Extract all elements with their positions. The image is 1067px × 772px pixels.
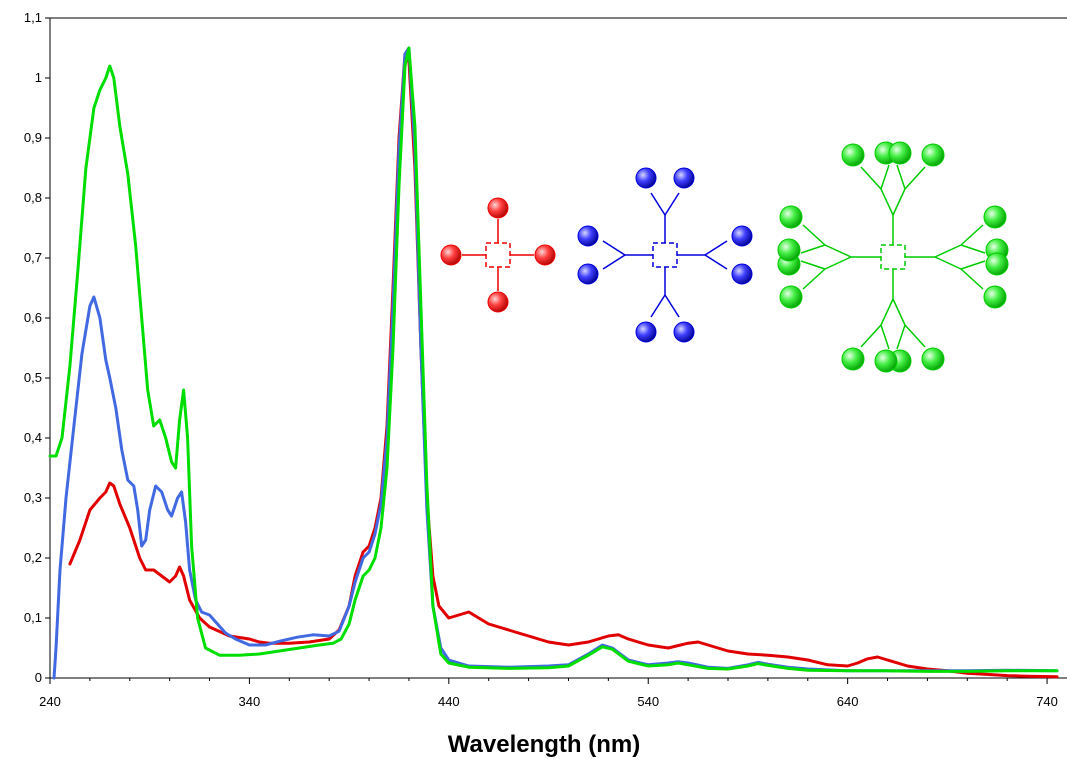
x-tick-label: 540 [637, 694, 659, 709]
axes: 0 0,1 0,2 0,3 0,4 0,5 0,6 0,7 0,8 0,9 1 1,1 240 340 44… [24, 10, 1067, 709]
bond-line [704, 240, 728, 256]
bond-line [880, 164, 890, 190]
bond-line [960, 244, 986, 254]
terminal-sphere [487, 291, 509, 313]
dendrimer-gen-0 [440, 197, 556, 313]
bond-line [824, 256, 852, 270]
bond-line [802, 268, 826, 290]
bond-line [896, 324, 906, 350]
core-square [880, 244, 906, 270]
bond-line [664, 294, 680, 318]
bond-line [892, 298, 906, 326]
core-square [652, 242, 678, 268]
terminal-sphere [731, 263, 753, 285]
bond-line [824, 244, 852, 258]
dendrimer-gen-2 [777, 141, 1009, 373]
y-tick-label: 0,9 [24, 130, 42, 145]
bond-line [664, 192, 680, 216]
bond-line [904, 166, 926, 190]
y-tick-label: 0,6 [24, 310, 42, 325]
y-tick-label: 1 [35, 70, 42, 85]
y-tick-label: 0,3 [24, 490, 42, 505]
bond-line [880, 324, 890, 350]
bond-line [704, 254, 728, 270]
y-tick-label: 0 [35, 670, 42, 685]
terminal-sphere [921, 143, 945, 167]
terminal-sphere [731, 225, 753, 247]
series-line-3 [48, 46, 1059, 673]
bond-line [880, 188, 894, 216]
y-tick-label: 0,1 [24, 610, 42, 625]
bond-line [934, 244, 962, 258]
bond-line [896, 164, 906, 190]
terminal-sphere [985, 252, 1009, 276]
bond-line [650, 294, 666, 318]
terminal-sphere [534, 244, 556, 266]
y-tick-label: 0,8 [24, 190, 42, 205]
x-tick-label: 340 [239, 694, 261, 709]
terminal-sphere [577, 225, 599, 247]
x-axis-title: Wavelength (nm) [448, 731, 640, 758]
bond-line [860, 166, 882, 190]
molecule-illustrations [440, 141, 1009, 373]
bond-line [800, 244, 826, 254]
terminal-sphere [779, 285, 803, 309]
bond-line [602, 254, 626, 270]
x-tick-label: 740 [1036, 694, 1058, 709]
terminal-sphere [983, 205, 1007, 229]
bond-line [892, 188, 906, 216]
terminal-sphere [874, 349, 898, 373]
terminal-sphere [635, 321, 657, 343]
terminal-sphere [841, 347, 865, 371]
terminal-sphere [673, 167, 695, 189]
terminal-sphere [635, 167, 657, 189]
terminal-sphere [921, 347, 945, 371]
x-tick-label: 640 [837, 694, 859, 709]
y-tick-label: 0,7 [24, 250, 42, 265]
bond-line [934, 256, 962, 270]
terminal-sphere [577, 263, 599, 285]
terminal-sphere [777, 238, 801, 262]
terminal-sphere [983, 285, 1007, 309]
terminal-sphere [779, 205, 803, 229]
terminal-sphere [888, 141, 912, 165]
bond-line [904, 324, 926, 348]
terminal-sphere [487, 197, 509, 219]
x-tick-label: 440 [438, 694, 460, 709]
bond-line [802, 224, 826, 246]
terminal-sphere [841, 143, 865, 167]
terminal-sphere [440, 244, 462, 266]
y-tick-label: 0,4 [24, 430, 42, 445]
bond-line [960, 224, 984, 246]
bond-line [960, 260, 986, 270]
core-square [485, 242, 511, 268]
series-layer [48, 46, 1059, 680]
bond-line [880, 298, 894, 326]
y-tick-label: 1,1 [24, 10, 42, 25]
dendrimer-gen-1 [577, 167, 753, 343]
bond-line [800, 260, 826, 270]
bond-line [860, 324, 882, 348]
bond-line [960, 268, 984, 290]
bond-line [650, 192, 666, 216]
bond-line [602, 240, 626, 256]
y-tick-label: 0,5 [24, 370, 42, 385]
y-tick-label: 0,2 [24, 550, 42, 565]
x-tick-label: 240 [39, 694, 61, 709]
terminal-sphere [673, 321, 695, 343]
